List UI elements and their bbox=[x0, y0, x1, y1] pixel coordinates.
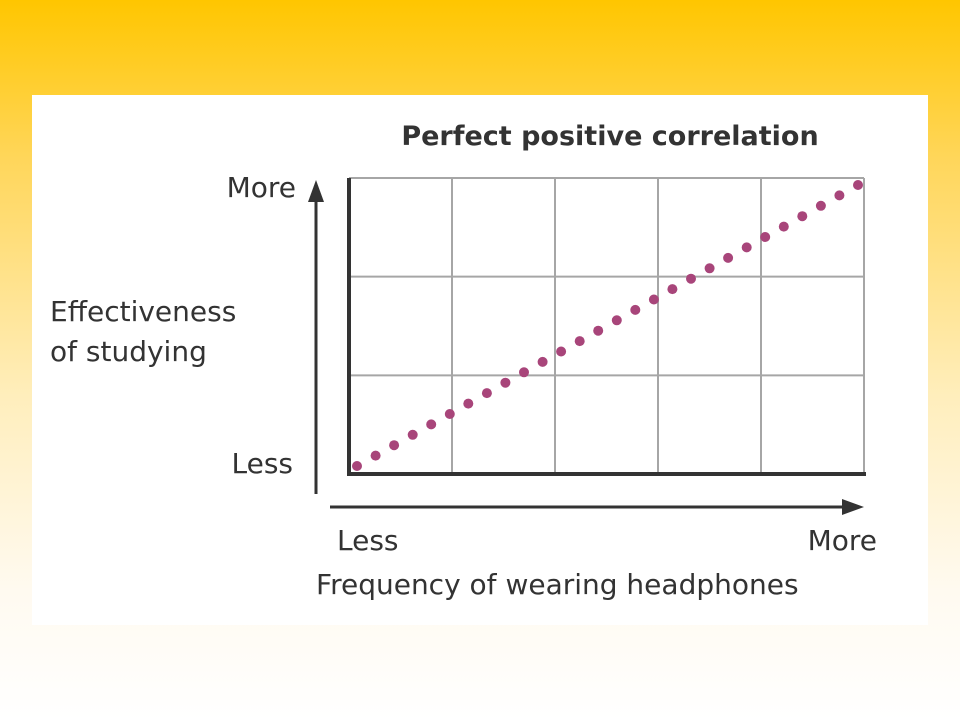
data-point bbox=[352, 461, 362, 471]
data-point bbox=[630, 304, 641, 315]
data-point bbox=[463, 398, 474, 409]
x-axis-label: Frequency of wearing headphones bbox=[316, 568, 799, 601]
data-point bbox=[797, 211, 808, 222]
data-point bbox=[648, 294, 659, 305]
data-point bbox=[556, 346, 567, 357]
x-axis-high-label: More bbox=[808, 524, 877, 557]
data-point bbox=[834, 190, 845, 201]
data-point bbox=[686, 273, 696, 284]
chart-title: Perfect positive correlation bbox=[401, 121, 818, 152]
y-axis-high-label: More bbox=[227, 171, 296, 204]
data-point bbox=[537, 356, 548, 367]
y-axis-arrowhead bbox=[308, 180, 324, 202]
data-point bbox=[704, 263, 715, 274]
data-point bbox=[723, 252, 734, 263]
x-axis-low-label: Less bbox=[337, 524, 399, 557]
data-point bbox=[593, 325, 604, 336]
data-point bbox=[611, 315, 622, 326]
data-point bbox=[778, 221, 789, 232]
data-point bbox=[667, 284, 678, 295]
data-point bbox=[519, 367, 529, 378]
data-point bbox=[815, 200, 826, 211]
data-point bbox=[481, 388, 492, 399]
data-point bbox=[444, 409, 455, 419]
data-point bbox=[370, 450, 381, 461]
y-axis-label-line2: of studying bbox=[50, 335, 207, 368]
data-point bbox=[574, 336, 585, 347]
y-axis-low-label: Less bbox=[231, 447, 293, 480]
data-point bbox=[389, 440, 400, 451]
axis-arrows bbox=[308, 180, 864, 515]
data-point bbox=[500, 377, 511, 388]
y-axis-label-line1: Effectiveness bbox=[50, 295, 236, 328]
plot-frame bbox=[347, 178, 866, 476]
chart-panel bbox=[32, 95, 928, 625]
x-axis-arrowhead bbox=[842, 499, 864, 515]
data-point bbox=[760, 232, 771, 242]
data-point bbox=[853, 180, 863, 190]
data-point bbox=[426, 419, 437, 430]
grid-lines bbox=[349, 177, 865, 474]
data-point bbox=[407, 429, 418, 440]
data-points bbox=[352, 180, 863, 471]
data-point bbox=[741, 242, 752, 253]
